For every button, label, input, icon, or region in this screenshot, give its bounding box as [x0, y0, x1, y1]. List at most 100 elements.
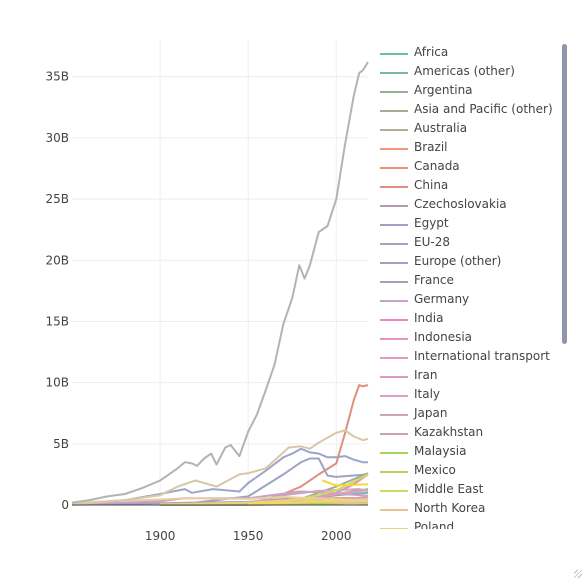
legend-swatch — [380, 281, 408, 283]
legend-label: Poland — [414, 520, 455, 529]
legend-swatch — [380, 186, 408, 188]
legend-swatch — [380, 129, 408, 131]
legend-label: Egypt — [414, 216, 449, 230]
y-tick-label: 30B — [45, 131, 69, 145]
legend-label: Middle East — [414, 482, 484, 496]
legend-item-asia-and-pacific-other[interactable]: Asia and Pacific (other) — [378, 101, 564, 120]
axes: 0 5B 10B 15B 20B 25B 30B 35B 1900 1950 2000 — [45, 70, 368, 543]
legend-item-egypt[interactable]: Egypt — [378, 215, 564, 234]
legend-label: Italy — [414, 387, 441, 401]
legend: Africa Americas (other) Argentina Asia and … — [378, 44, 564, 529]
y-tick-label: 35B — [45, 70, 69, 84]
legend-label: Germany — [414, 292, 470, 306]
legend-swatch — [380, 395, 408, 397]
legend-swatch — [380, 414, 408, 416]
legend-label: India — [414, 311, 444, 325]
series-line-united-kingdom — [71, 496, 369, 504]
legend-item-france[interactable]: France — [378, 272, 564, 291]
legend-swatch — [380, 490, 408, 492]
legend-item-malaysia[interactable]: Malaysia — [378, 443, 564, 462]
legend-swatch — [380, 300, 408, 302]
legend-swatch — [380, 452, 408, 454]
legend-label: China — [414, 178, 449, 192]
legend-label: Iran — [414, 368, 438, 382]
legend-swatch — [380, 471, 408, 473]
legend-swatch — [380, 53, 408, 55]
legend-swatch — [380, 148, 408, 150]
grid — [72, 40, 368, 505]
legend-item-europe-other[interactable]: Europe (other) — [378, 253, 564, 272]
legend-item-iran[interactable]: Iran — [378, 367, 564, 386]
legend-swatch — [380, 528, 408, 529]
x-tick-label: 1950 — [233, 529, 264, 543]
legend-label: Indonesia — [414, 330, 473, 344]
legend-item-americas-other[interactable]: Americas (other) — [378, 63, 564, 82]
legend-item-eu-28[interactable]: EU-28 — [378, 234, 564, 253]
legend-label: Kazakhstan — [414, 425, 484, 439]
legend-label: Japan — [414, 406, 448, 420]
legend-label: Australia — [414, 121, 468, 135]
legend-item-kazakhstan[interactable]: Kazakhstan — [378, 424, 564, 443]
legend-swatch — [380, 262, 408, 264]
legend-label: Malaysia — [414, 444, 467, 458]
legend-label: North Korea — [414, 501, 486, 515]
legend-label: Brazil — [414, 140, 448, 154]
y-tick-label: 5B — [53, 437, 69, 451]
legend-item-japan[interactable]: Japan — [378, 405, 564, 424]
legend-label: Argentina — [414, 83, 473, 97]
series-lines — [71, 61, 369, 506]
legend-scrollbar[interactable] — [562, 44, 567, 344]
y-tick-label: 20B — [45, 253, 69, 267]
legend-item-australia[interactable]: Australia — [378, 120, 564, 139]
legend-swatch — [380, 224, 408, 226]
legend-label: Europe (other) — [414, 254, 502, 268]
legend-swatch — [380, 243, 408, 245]
legend-label: Mexico — [414, 463, 456, 477]
series-line-world — [71, 61, 369, 504]
series-line-eu-28 — [71, 447, 368, 505]
legend-swatch — [380, 205, 408, 207]
legend-swatch — [380, 319, 408, 321]
x-tick-label: 1900 — [145, 529, 176, 543]
legend-swatch — [380, 376, 408, 378]
legend-item-china[interactable]: China — [378, 177, 564, 196]
legend-swatch — [380, 357, 408, 359]
legend-item-mexico[interactable]: Mexico — [378, 462, 564, 481]
legend-item-canada[interactable]: Canada — [378, 158, 564, 177]
legend-label: Africa — [414, 45, 449, 59]
legend-item-middle-east[interactable]: Middle East — [378, 481, 564, 500]
y-tick-label: 0 — [61, 498, 69, 512]
legend-item-germany[interactable]: Germany — [378, 291, 564, 310]
legend-label: International transport — [414, 349, 550, 363]
legend-label: EU-28 — [414, 235, 450, 249]
x-tick-label: 2000 — [321, 529, 352, 543]
legend-item-africa[interactable]: Africa — [378, 44, 564, 63]
series-line-russia — [321, 479, 369, 487]
legend-item-argentina[interactable]: Argentina — [378, 82, 564, 101]
legend-label: Americas (other) — [414, 64, 515, 78]
legend-item-india[interactable]: India — [378, 310, 564, 329]
y-tick-label: 15B — [45, 314, 69, 328]
legend-swatch — [380, 110, 408, 112]
legend-item-poland[interactable]: Poland — [378, 519, 564, 529]
legend-item-brazil[interactable]: Brazil — [378, 139, 564, 158]
legend-item-indonesia[interactable]: Indonesia — [378, 329, 564, 348]
y-tick-label: 25B — [45, 192, 69, 206]
legend-swatch — [380, 433, 408, 435]
legend-swatch — [380, 167, 408, 169]
resize-grip-icon[interactable] — [574, 570, 582, 578]
legend-swatch — [380, 338, 408, 340]
legend-item-international-transport[interactable]: International transport — [378, 348, 564, 367]
legend-label: France — [414, 273, 454, 287]
legend-item-czechoslovakia[interactable]: Czechoslovakia — [378, 196, 564, 215]
series-line-usa — [71, 429, 369, 506]
y-tick-label: 10B — [45, 376, 69, 390]
legend-swatch — [380, 509, 408, 511]
legend-item-north-korea[interactable]: North Korea — [378, 500, 564, 519]
legend-item-italy[interactable]: Italy — [378, 386, 564, 405]
legend-label: Asia and Pacific (other) — [414, 102, 553, 116]
legend-swatch — [380, 72, 408, 74]
legend-label: Canada — [414, 159, 460, 173]
legend-swatch — [380, 91, 408, 93]
